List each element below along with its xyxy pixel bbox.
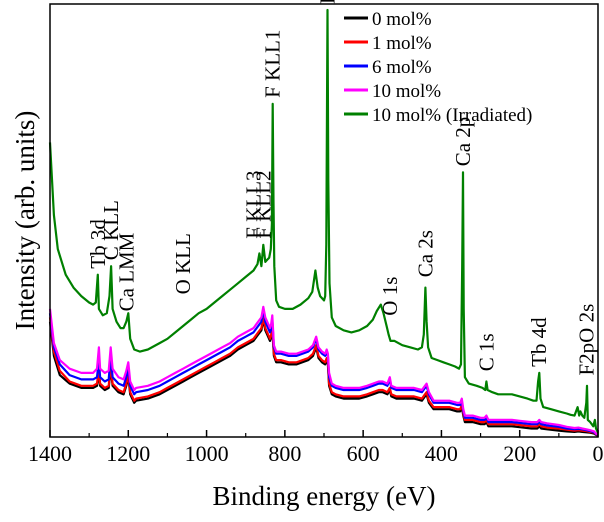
x-tick-label-7: 0 bbox=[593, 441, 604, 466]
legend-label-2: 6 mol% bbox=[372, 57, 432, 78]
legend: 0 mol% 1 mol% 6 mol% 10 mol% 10 mol% (Irradi… bbox=[344, 9, 532, 126]
y-axis-label: Intensity (arb. units) bbox=[10, 111, 40, 331]
series-line-1 bbox=[50, 317, 598, 435]
legend-label-3: 10 mol% bbox=[372, 81, 441, 102]
peak-label-3: F KLL3 bbox=[242, 171, 266, 239]
x-axis-label: Binding energy (eV) bbox=[213, 481, 436, 511]
peak-label-11: C 1s bbox=[474, 333, 498, 371]
legend-label-1: 1 mol% bbox=[372, 33, 432, 54]
peak-label-13: F2pO 2s bbox=[575, 304, 599, 376]
series-line-2 bbox=[50, 309, 598, 435]
x-tick-label-6: 200 bbox=[503, 441, 536, 466]
peak-label-5: Tb 3d bbox=[86, 219, 110, 269]
x-tick-label-0: 1400 bbox=[28, 441, 72, 466]
series-line-0 bbox=[50, 320, 598, 436]
plot-frame bbox=[50, 4, 598, 437]
peak-label-10: O 1s bbox=[378, 277, 402, 316]
series-line-3 bbox=[50, 307, 598, 435]
series-layer bbox=[50, 10, 598, 436]
x-tick-label-4: 600 bbox=[347, 441, 380, 466]
peak-label-9: Ca 2s bbox=[413, 230, 437, 277]
series-line-4 bbox=[50, 10, 598, 433]
peak-label-12: Tb 4d bbox=[527, 317, 551, 367]
peak-label-7: O KLL bbox=[171, 233, 195, 294]
legend-label-4: 10 mol% (Irradiated) bbox=[372, 105, 532, 126]
x-tick-label-5: 400 bbox=[425, 441, 458, 466]
peak-label-1: F KLL1 bbox=[261, 30, 285, 98]
x-axis: 1400 1200 1000 800 600 400 200 0 bbox=[28, 430, 604, 466]
peak-label-6: Ca LMM bbox=[114, 232, 138, 311]
x-tick-label-3: 800 bbox=[268, 441, 301, 466]
x-tick-label-1: 1200 bbox=[106, 441, 150, 466]
legend-label-0: 0 mol% bbox=[372, 9, 432, 30]
peak-label-0: F 1s bbox=[316, 0, 340, 4]
x-tick-label-2: 1000 bbox=[185, 441, 229, 466]
